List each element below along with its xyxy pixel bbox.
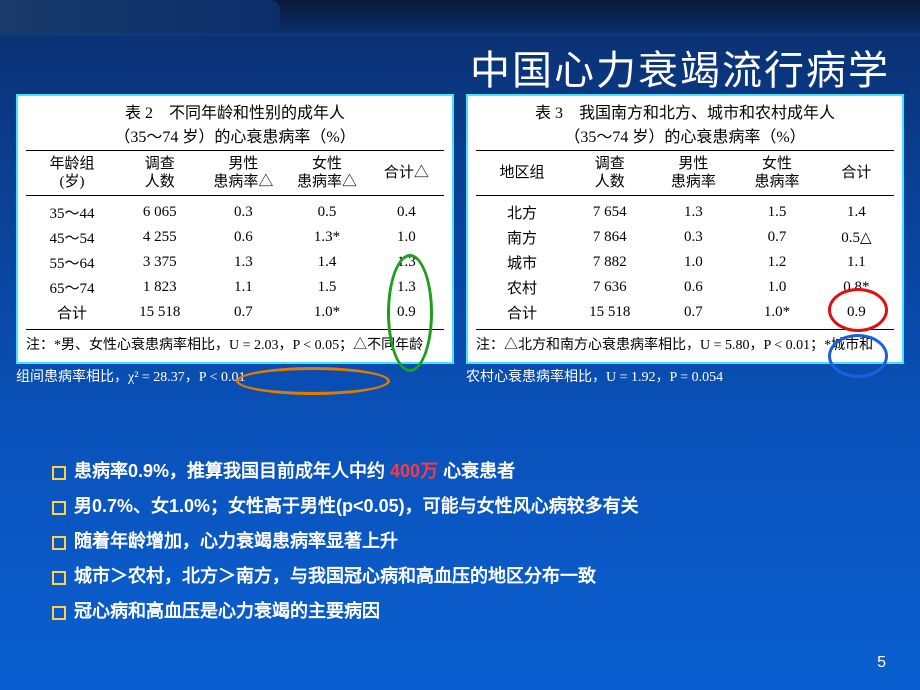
table-cell: 1.0* <box>735 304 819 321</box>
table-cell: 合计 <box>476 302 568 323</box>
table-cell: 0.5 <box>285 204 369 221</box>
table-row: 农村7 6360.61.00.8* <box>476 275 894 300</box>
table-cell: 1.3 <box>202 254 286 271</box>
table-cell: 15 518 <box>568 304 652 321</box>
table-cell: 0.4 <box>369 204 444 221</box>
th: 年龄组 (岁) <box>26 155 118 191</box>
table-cell: 0.5△ <box>819 228 894 247</box>
bullet-4: 城市＞农村，北方＞南方，与我国冠心病和高血压的地区分布一致 <box>52 559 890 594</box>
table-cell: 7 882 <box>568 254 652 271</box>
table-cell: 6 065 <box>118 204 202 221</box>
th: 调查 人数 <box>568 155 652 191</box>
bullet-5: 冠心病和高血压是心力衰竭的主要病因 <box>52 594 890 629</box>
table-cell: 北方 <box>476 202 568 223</box>
table-cell: 45～54 <box>26 227 118 248</box>
bullet-list: 患病率0.9%，推算我国目前成年人中约 400万 心衰患者 男0.7%、女1.0… <box>52 454 890 629</box>
table-cell: 合计 <box>26 302 118 323</box>
table-cell: 7 864 <box>568 229 652 246</box>
th: 男性 患病率 <box>652 155 736 191</box>
table2-note-outside: 组间患病率相比，χ² = 28.37，P < 0.01 <box>16 366 454 386</box>
table-cell: 0.9 <box>819 304 894 321</box>
table-row: 35～446 0650.30.50.4 <box>26 196 444 225</box>
table-row: 南方7 8640.30.70.5△ <box>476 225 894 250</box>
table-cell: 1 823 <box>118 279 202 296</box>
th: 调查 人数 <box>118 155 202 191</box>
table-cell: 南方 <box>476 227 568 248</box>
table3-caption-line2: （35～74 岁）的心衰患病率（%） <box>564 129 805 146</box>
th: 女性 患病率 <box>735 155 819 191</box>
table-cell: 1.5 <box>285 279 369 296</box>
page-number: 5 <box>877 654 886 672</box>
table-cell: 1.2 <box>735 254 819 271</box>
slide-title: 中国心力衰竭流行病学 <box>470 38 890 96</box>
bullet-1-red: 400万 <box>390 461 438 481</box>
table-cell: 0.7 <box>202 304 286 321</box>
bullet-1: 患病率0.9%，推算我国目前成年人中约 400万 心衰患者 <box>52 454 890 489</box>
table-cell: 0.6 <box>202 229 286 246</box>
slide-topbar <box>0 0 920 36</box>
th: 合计△ <box>369 164 444 182</box>
bullet-1b: 心衰患者 <box>438 461 515 481</box>
table2-caption-line1: 表 2 不同年龄和性别的成年人 <box>125 105 345 122</box>
table-cell: 35～44 <box>26 202 118 223</box>
table-cell: 1.4 <box>819 204 894 221</box>
table-row: 合计15 5180.71.0*0.9 <box>26 300 444 325</box>
table-cell: 0.3 <box>652 229 736 246</box>
table3-note: 注：△北方和南方心衰患病率相比，U = 5.80，P < 0.01；*城市和 <box>476 330 894 358</box>
table-cell: 7 654 <box>568 204 652 221</box>
table3-caption-line1: 表 3 我国南方和北方、城市和农村成年人 <box>535 105 835 122</box>
table-cell: 0.9 <box>369 304 444 321</box>
table-cell: 1.4 <box>285 254 369 271</box>
tables-container: 表 2 不同年龄和性别的成年人 （35～74 岁）的心衰患病率（%） 年龄组 (… <box>16 94 904 386</box>
table-row: 合计15 5180.71.0*0.9 <box>476 300 894 325</box>
table-row: 55～643 3751.31.41.3 <box>26 250 444 275</box>
bullet-3: 随着年龄增加，心力衰竭患病率显著上升 <box>52 524 890 559</box>
table-cell: 1.0 <box>735 279 819 296</box>
th: 男性 患病率△ <box>202 155 286 191</box>
table-row: 65～741 8231.11.51.3 <box>26 275 444 300</box>
table-row: 北方7 6541.31.51.4 <box>476 196 894 225</box>
table-cell: 0.6 <box>652 279 736 296</box>
table2-caption: 表 2 不同年龄和性别的成年人 （35～74 岁）的心衰患病率（%） <box>26 102 444 150</box>
table-2: 表 2 不同年龄和性别的成年人 （35～74 岁）的心衰患病率（%） 年龄组 (… <box>16 94 454 364</box>
table-cell: 农村 <box>476 277 568 298</box>
table3-caption: 表 3 我国南方和北方、城市和农村成年人 （35～74 岁）的心衰患病率（%） <box>476 102 894 150</box>
table-cell: 1.5 <box>735 204 819 221</box>
table-cell: 1.3 <box>652 204 736 221</box>
table-row: 城市7 8821.01.21.1 <box>476 250 894 275</box>
table3-note-outside: 农村心衰患病率相比，U = 1.92，P = 0.054 <box>466 366 904 386</box>
table-row: 45～544 2550.61.3*1.0 <box>26 225 444 250</box>
table-cell: 1.3 <box>369 279 444 296</box>
table-cell: 15 518 <box>118 304 202 321</box>
bullet-2: 男0.7%、女1.0%；女性高于男性(p<0.05)，可能与女性风心病较多有关 <box>52 489 890 524</box>
table-cell: 0.7 <box>652 304 736 321</box>
table-cell: 0.7 <box>735 229 819 246</box>
table-cell: 1.0 <box>369 229 444 246</box>
table-cell: 3 375 <box>118 254 202 271</box>
table-cell: 1.0 <box>652 254 736 271</box>
th: 女性 患病率△ <box>285 155 369 191</box>
table2-body: 35～446 0650.30.50.445～544 2550.61.3*1.05… <box>26 196 444 330</box>
table-cell: 4 255 <box>118 229 202 246</box>
table-cell: 0.3 <box>202 204 286 221</box>
th: 合计 <box>819 164 894 182</box>
table3-header: 地区组 调查 人数 男性 患病率 女性 患病率 合计 <box>476 150 894 196</box>
table-cell: 7 636 <box>568 279 652 296</box>
table2-header: 年龄组 (岁) 调查 人数 男性 患病率△ 女性 患病率△ 合计△ <box>26 150 444 196</box>
table-cell: 65～74 <box>26 277 118 298</box>
table-cell: 0.8* <box>819 279 894 296</box>
bullet-1a: 患病率0.9%，推算我国目前成年人中约 <box>74 461 390 481</box>
table-cell: 1.1 <box>202 279 286 296</box>
table-cell: 1.3* <box>285 229 369 246</box>
table-cell: 1.1 <box>819 254 894 271</box>
table-cell: 1.0* <box>285 304 369 321</box>
table-cell: 55～64 <box>26 252 118 273</box>
table-cell: 城市 <box>476 252 568 273</box>
table2-caption-line2: （35～74 岁）的心衰患病率（%） <box>114 129 355 146</box>
table3-body: 北方7 6541.31.51.4南方7 8640.30.70.5△城市7 882… <box>476 196 894 330</box>
table-3: 表 3 我国南方和北方、城市和农村成年人 （35～74 岁）的心衰患病率（%） … <box>466 94 904 364</box>
table2-note: 注：*男、女性心衰患病率相比，U = 2.03，P < 0.05；△不同年龄 <box>26 330 444 358</box>
table-cell: 1.3 <box>369 254 444 271</box>
th: 地区组 <box>476 164 568 182</box>
